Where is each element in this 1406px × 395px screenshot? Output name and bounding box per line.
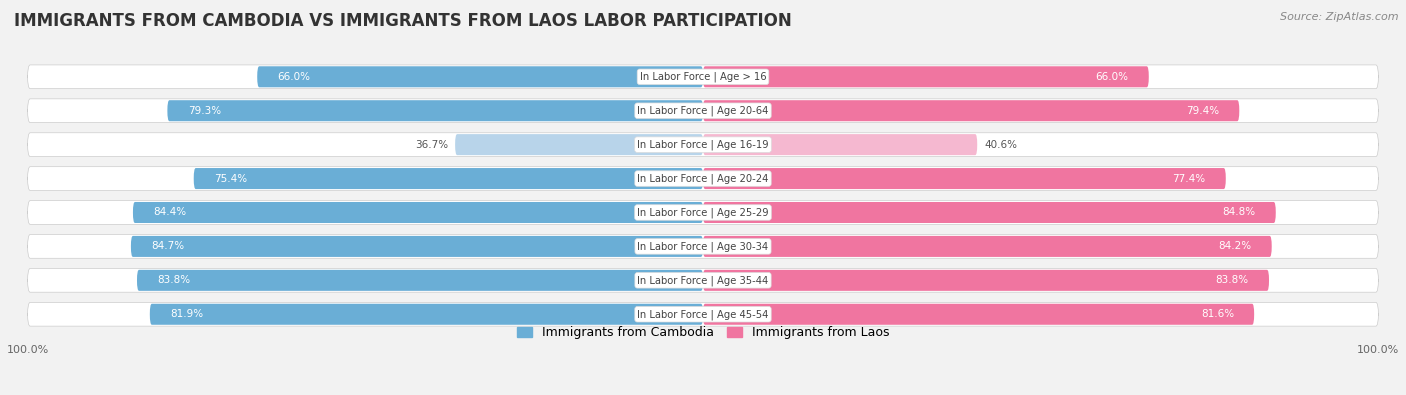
FancyBboxPatch shape [703, 66, 1149, 87]
FancyBboxPatch shape [28, 133, 1378, 156]
Text: 75.4%: 75.4% [214, 173, 247, 184]
Text: 77.4%: 77.4% [1173, 173, 1205, 184]
Text: In Labor Force | Age 45-54: In Labor Force | Age 45-54 [637, 309, 769, 320]
FancyBboxPatch shape [703, 134, 977, 155]
FancyBboxPatch shape [28, 235, 1378, 258]
Text: In Labor Force | Age 16-19: In Labor Force | Age 16-19 [637, 139, 769, 150]
Text: 79.4%: 79.4% [1185, 106, 1219, 116]
Text: 79.3%: 79.3% [187, 106, 221, 116]
FancyBboxPatch shape [136, 270, 703, 291]
FancyBboxPatch shape [134, 202, 703, 223]
Text: IMMIGRANTS FROM CAMBODIA VS IMMIGRANTS FROM LAOS LABOR PARTICIPATION: IMMIGRANTS FROM CAMBODIA VS IMMIGRANTS F… [14, 12, 792, 30]
Text: 83.8%: 83.8% [157, 275, 190, 285]
Text: 84.4%: 84.4% [153, 207, 187, 218]
Text: In Labor Force | Age > 16: In Labor Force | Age > 16 [640, 71, 766, 82]
Text: 40.6%: 40.6% [984, 140, 1017, 150]
Text: 84.7%: 84.7% [152, 241, 184, 251]
FancyBboxPatch shape [167, 100, 703, 121]
FancyBboxPatch shape [257, 66, 703, 87]
Text: In Labor Force | Age 35-44: In Labor Force | Age 35-44 [637, 275, 769, 286]
FancyBboxPatch shape [703, 202, 1275, 223]
Text: 66.0%: 66.0% [1095, 72, 1129, 82]
Text: Source: ZipAtlas.com: Source: ZipAtlas.com [1281, 12, 1399, 22]
FancyBboxPatch shape [456, 134, 703, 155]
FancyBboxPatch shape [150, 304, 703, 325]
Text: 81.9%: 81.9% [170, 309, 204, 319]
Text: 81.6%: 81.6% [1201, 309, 1234, 319]
Text: In Labor Force | Age 20-24: In Labor Force | Age 20-24 [637, 173, 769, 184]
Text: In Labor Force | Age 20-64: In Labor Force | Age 20-64 [637, 105, 769, 116]
Text: 84.8%: 84.8% [1222, 207, 1256, 218]
FancyBboxPatch shape [28, 201, 1378, 224]
FancyBboxPatch shape [703, 270, 1270, 291]
FancyBboxPatch shape [28, 167, 1378, 190]
FancyBboxPatch shape [28, 303, 1378, 326]
FancyBboxPatch shape [28, 65, 1378, 88]
FancyBboxPatch shape [194, 168, 703, 189]
FancyBboxPatch shape [703, 236, 1271, 257]
FancyBboxPatch shape [28, 99, 1378, 122]
Text: 83.8%: 83.8% [1216, 275, 1249, 285]
Text: 36.7%: 36.7% [415, 140, 449, 150]
FancyBboxPatch shape [703, 100, 1239, 121]
Text: 66.0%: 66.0% [277, 72, 311, 82]
Text: 84.2%: 84.2% [1219, 241, 1251, 251]
FancyBboxPatch shape [703, 304, 1254, 325]
FancyBboxPatch shape [703, 168, 1226, 189]
FancyBboxPatch shape [131, 236, 703, 257]
Legend: Immigrants from Cambodia, Immigrants from Laos: Immigrants from Cambodia, Immigrants fro… [517, 326, 889, 339]
FancyBboxPatch shape [28, 269, 1378, 292]
Text: In Labor Force | Age 25-29: In Labor Force | Age 25-29 [637, 207, 769, 218]
Text: In Labor Force | Age 30-34: In Labor Force | Age 30-34 [637, 241, 769, 252]
